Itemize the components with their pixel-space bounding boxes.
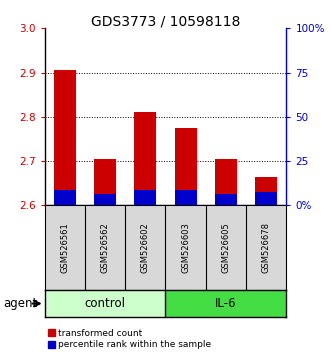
Bar (215, 194, 237, 205)
Text: IL-6: IL-6 (215, 297, 237, 310)
Bar (255, 192, 277, 205)
Text: GSM526603: GSM526603 (181, 222, 190, 273)
Bar (174, 190, 197, 205)
Bar (134, 113, 157, 205)
Legend: transformed count, percentile rank within the sample: transformed count, percentile rank withi… (48, 329, 212, 349)
Bar (45, 290, 166, 317)
Bar (54, 70, 76, 205)
Bar (215, 159, 237, 205)
Text: GSM526678: GSM526678 (262, 222, 271, 273)
Text: agent: agent (3, 297, 37, 310)
Bar (255, 177, 277, 205)
Text: control: control (85, 297, 125, 310)
Bar (54, 190, 76, 205)
Text: GDS3773 / 10598118: GDS3773 / 10598118 (91, 14, 240, 28)
Bar (166, 290, 286, 317)
Bar (134, 190, 157, 205)
Bar (174, 128, 197, 205)
Text: GSM526561: GSM526561 (60, 222, 69, 273)
Text: GSM526562: GSM526562 (101, 222, 110, 273)
Bar (94, 194, 116, 205)
Bar (94, 159, 116, 205)
Text: GSM526605: GSM526605 (221, 222, 230, 273)
Text: GSM526602: GSM526602 (141, 222, 150, 273)
